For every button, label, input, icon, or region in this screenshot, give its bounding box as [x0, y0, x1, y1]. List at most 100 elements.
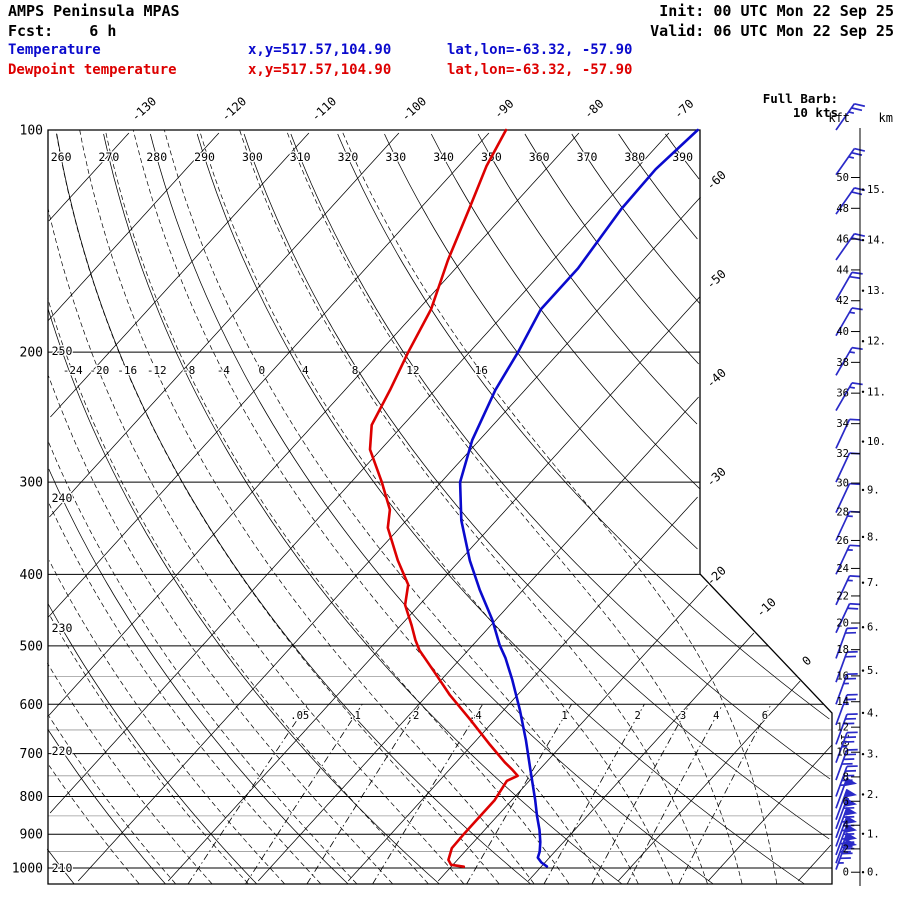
wind-barbs [835, 102, 866, 870]
svg-text:1000: 1000 [12, 862, 43, 877]
height-axis: kft km02468101214161820222426283032343638… [828, 111, 893, 886]
svg-text:10: 10 [836, 747, 849, 759]
svg-text:0: 0 [843, 867, 849, 879]
svg-text:10.: 10. [867, 436, 886, 448]
svg-text:3.: 3. [867, 749, 880, 761]
moist-adiabats [47, 129, 778, 884]
svg-text:12.: 12. [867, 336, 886, 348]
svg-text:210: 210 [52, 861, 73, 875]
svg-text:8: 8 [843, 771, 849, 783]
legend-dewpoint-latlon: lat,lon=-63.32, -57.90 [447, 62, 633, 78]
svg-text:32: 32 [836, 448, 849, 460]
svg-text:360: 360 [529, 150, 550, 164]
init-time-label: Init: 00 UTC Mon 22 Sep 25 [659, 2, 894, 20]
legend-dewpoint-xy: x,y=517.57,104.90 [248, 62, 392, 78]
svg-text:5.: 5. [867, 665, 880, 677]
wind-barb-legend-line2: 10 kts [792, 105, 838, 120]
svg-text:900: 900 [20, 828, 43, 843]
svg-text:-12: -12 [147, 364, 167, 377]
svg-text:-100: -100 [399, 94, 430, 124]
svg-text:320: 320 [338, 150, 359, 164]
svg-text:30: 30 [836, 478, 849, 490]
svg-text:-20: -20 [703, 563, 728, 588]
pressure-minor-gridlines [48, 675, 832, 852]
svg-text:42: 42 [836, 295, 849, 307]
svg-text:3: 3 [680, 710, 686, 722]
svg-text:-60: -60 [703, 168, 728, 193]
svg-text:-110: -110 [309, 94, 340, 124]
svg-text:12: 12 [406, 364, 419, 377]
dry-adiabats [46, 133, 831, 885]
svg-text:220: 220 [52, 744, 73, 758]
svg-text:6: 6 [843, 796, 849, 808]
svg-text:36: 36 [836, 388, 849, 400]
svg-text:4: 4 [713, 710, 719, 722]
svg-text:330: 330 [385, 150, 406, 164]
svg-text:1: 1 [561, 710, 567, 722]
svg-text:4: 4 [302, 364, 309, 377]
svg-text:-16: -16 [117, 364, 137, 377]
svg-text:290: 290 [194, 150, 215, 164]
svg-text:0: 0 [799, 653, 814, 668]
svg-text:15.: 15. [867, 184, 886, 196]
svg-text:230: 230 [52, 621, 73, 635]
svg-text:18: 18 [836, 644, 849, 656]
wind-barb-legend: Full Barb: 10 kts [763, 92, 838, 120]
svg-text:7.: 7. [867, 577, 880, 589]
svg-text:6.: 6. [867, 622, 880, 634]
svg-text:-10: -10 [753, 595, 778, 620]
svg-text:-40: -40 [703, 366, 728, 391]
svg-text:11.: 11. [867, 386, 886, 398]
page-title: AMPS Peninsula MPAS [8, 2, 180, 20]
svg-text:46: 46 [836, 234, 849, 246]
svg-text:-80: -80 [581, 97, 606, 122]
svg-text:.1: .1 [348, 710, 361, 722]
svg-text:.2: .2 [407, 710, 420, 722]
svg-text:34: 34 [836, 418, 849, 430]
svg-text:250: 250 [52, 344, 73, 358]
legend-temperature-latlon: lat,lon=-63.32, -57.90 [447, 42, 633, 58]
svg-text:380: 380 [624, 150, 645, 164]
svg-text:14: 14 [836, 696, 849, 708]
svg-text:-30: -30 [703, 465, 728, 490]
svg-text:24: 24 [836, 563, 849, 575]
svg-text:kft: kft [828, 111, 850, 125]
svg-text:2.: 2. [867, 789, 880, 801]
svg-text:-70: -70 [671, 97, 696, 122]
pressure-gridlines [48, 129, 832, 869]
svg-text:4: 4 [843, 820, 849, 832]
svg-text:-8: -8 [182, 364, 195, 377]
svg-text:280: 280 [146, 150, 167, 164]
svg-text:2: 2 [843, 843, 849, 855]
legend-temperature-xy: x,y=517.57,104.90 [248, 42, 392, 58]
wind-barb-legend-line1: Full Barb: [762, 91, 838, 106]
svg-text:300: 300 [242, 150, 263, 164]
svg-text:400: 400 [20, 568, 43, 583]
mixing-ratio-lines [187, 703, 772, 885]
svg-text:12: 12 [836, 722, 849, 734]
svg-text:1.: 1. [867, 828, 880, 840]
legend-temperature-label: Temperature [8, 42, 101, 58]
svg-text:48: 48 [836, 203, 849, 215]
svg-text:600: 600 [20, 698, 43, 713]
svg-text:500: 500 [20, 639, 43, 654]
svg-text:100: 100 [20, 124, 43, 139]
svg-text:44: 44 [836, 264, 849, 276]
svg-text:.05: .05 [290, 710, 309, 722]
svg-text:340: 340 [433, 150, 454, 164]
svg-text:40: 40 [836, 326, 849, 338]
svg-text:800: 800 [20, 790, 43, 805]
svg-text:8: 8 [352, 364, 359, 377]
dewpoint-curve [368, 128, 519, 868]
svg-text:20: 20 [836, 618, 849, 630]
svg-text:14.: 14. [867, 235, 886, 247]
svg-text:0.: 0. [867, 867, 880, 879]
svg-text:270: 270 [99, 150, 120, 164]
svg-text:240: 240 [52, 491, 73, 505]
svg-text:-120: -120 [219, 94, 250, 124]
svg-text:16: 16 [475, 364, 488, 377]
svg-text:-90: -90 [491, 97, 516, 122]
forecast-hour-label: Fcst: 6 h [8, 22, 117, 40]
